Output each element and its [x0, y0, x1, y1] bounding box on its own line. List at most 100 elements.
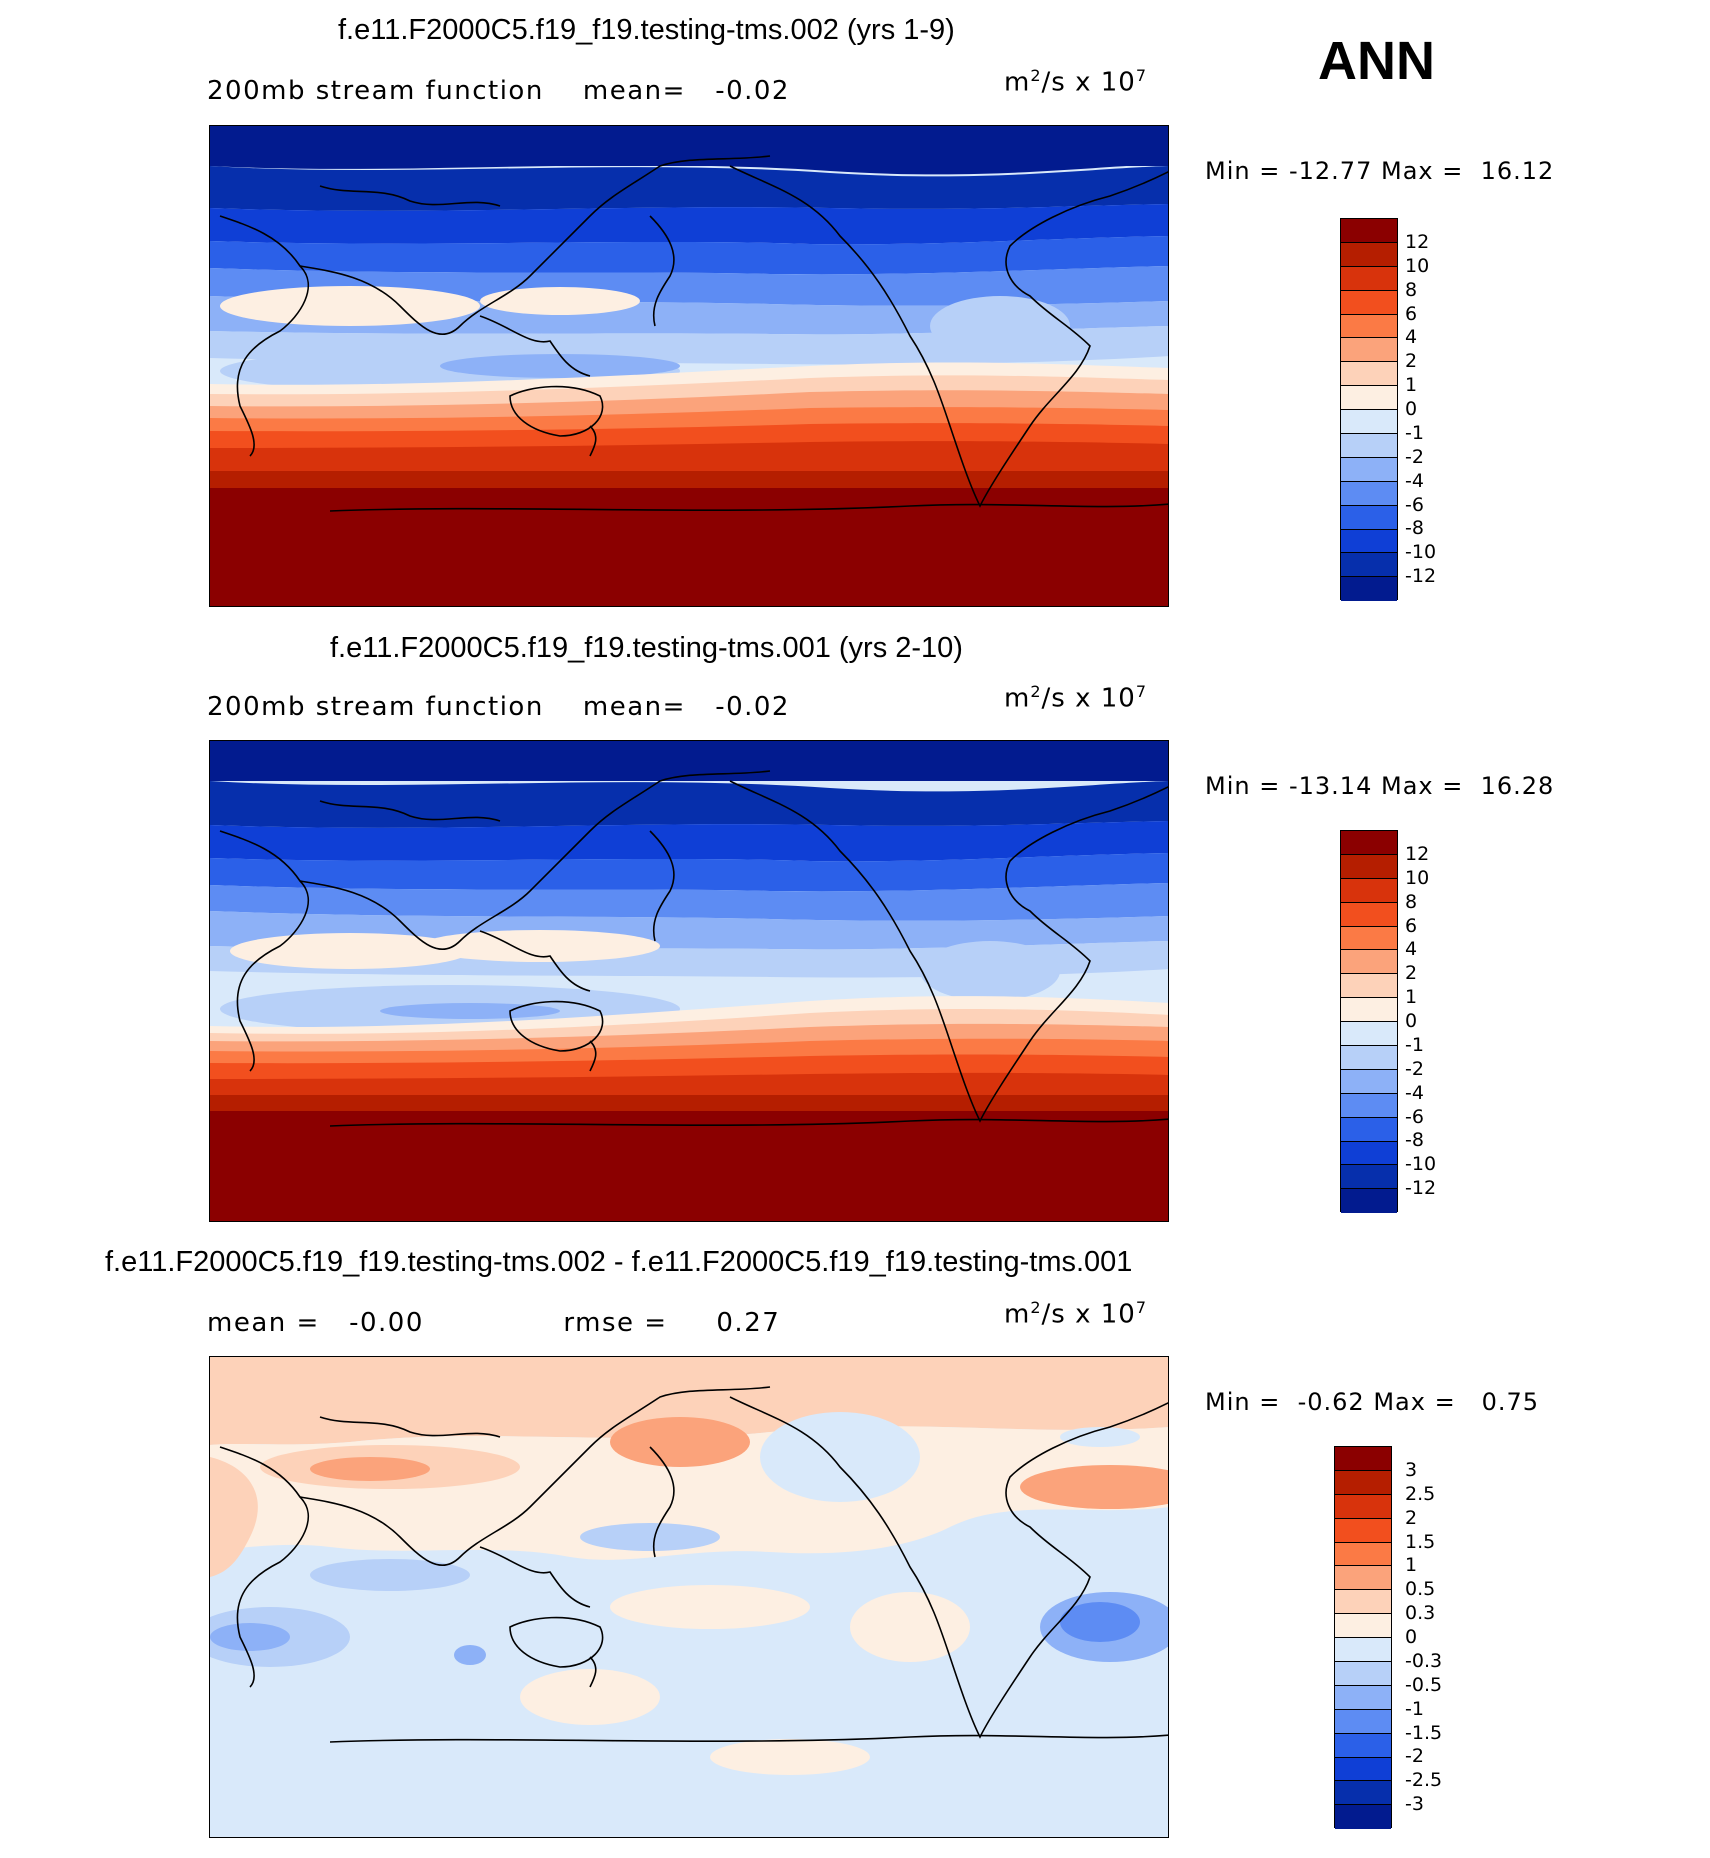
panel-3-mean-label: mean = [207, 1308, 320, 1338]
season-label: ANN [1318, 31, 1435, 91]
colorbar-tick-label: 2 [1405, 962, 1418, 985]
panel-3-title: f.e11.F2000C5.f19_f19.testing-tms.002 - … [105, 1246, 1133, 1278]
colorbar-tick-label: -2.5 [1405, 1769, 1443, 1792]
colorbar-tick-label: 3 [1405, 1458, 1418, 1481]
panel-3-rmse-value: 0.27 [716, 1308, 781, 1338]
colorbar-band [1335, 1494, 1391, 1519]
colorbar-band [1341, 457, 1397, 482]
colorbar-band [1341, 266, 1397, 291]
colorbar-band [1335, 1470, 1391, 1495]
colorbar-tick-label: 10 [1405, 866, 1430, 889]
colorbar-tick-label: -2 [1405, 1057, 1424, 1080]
panel-2-map [209, 740, 1169, 1222]
colorbar-tick-label: 0 [1405, 398, 1418, 420]
colorbar-band [1341, 1117, 1397, 1142]
colorbar-band [1341, 1022, 1397, 1047]
colorbar-band [1335, 1614, 1391, 1639]
colorbar-tick-label: -12 [1405, 565, 1437, 588]
panel-2-minmax: Min = -13.14 Max = 16.28 [1205, 772, 1555, 800]
panel-1-max-value: 16.12 [1480, 157, 1555, 185]
colorbar-tick-label: 12 [1405, 842, 1430, 865]
panel-1-mean-label: mean= [582, 76, 686, 106]
colorbar-band [1341, 1141, 1397, 1166]
colorbar-band [1341, 362, 1397, 387]
colorbar-tick-label: -6 [1405, 1105, 1424, 1128]
panel-1-colorbar [1340, 218, 1398, 602]
panel-3-colorbar [1334, 1446, 1392, 1830]
panel-3-map [209, 1356, 1169, 1838]
panel-3-rmse-label: rmse = [563, 1308, 668, 1338]
colorbar-band [1335, 1662, 1391, 1686]
colorbar-tick-label: 1 [1405, 986, 1418, 1009]
panel-1-min-value: -12.77 [1288, 157, 1373, 185]
panel-3-contours [210, 1357, 1168, 1837]
colorbar-band [1341, 854, 1397, 879]
panel-3-mean-value: -0.00 [349, 1308, 424, 1338]
colorbar-tick-label: -0.5 [1405, 1673, 1443, 1696]
colorbar-band [1335, 1805, 1391, 1830]
panel-2-subtitle: 200mb stream function mean= -0.02 [207, 692, 790, 722]
colorbar-band [1341, 878, 1397, 903]
colorbar-tick-label: -0.3 [1405, 1649, 1443, 1672]
colorbar-band [1341, 1069, 1397, 1094]
colorbar-band [1341, 290, 1397, 315]
panel-2-mean-label: mean= [582, 692, 686, 722]
panel-1-mean-value: -0.02 [715, 76, 790, 106]
colorbar-tick-label: 0 [1405, 1626, 1418, 1648]
colorbar-tick-label: -2 [1405, 1745, 1424, 1768]
colorbar-band [1335, 1447, 1391, 1471]
panel-2-mean-value: -0.02 [715, 692, 790, 722]
panel-3-subtitle: mean = -0.00 rmse = 0.27 [207, 1308, 780, 1338]
colorbar-band [1341, 902, 1397, 927]
colorbar-tick-label: -2 [1405, 445, 1424, 468]
panel-3-units: m2/s x 107 [1004, 1298, 1148, 1330]
colorbar-band [1341, 505, 1397, 530]
panel-2-title: f.e11.F2000C5.f19_f19.testing-tms.001 (y… [330, 632, 963, 664]
colorbar-band [1341, 1165, 1397, 1190]
colorbar-band [1335, 1757, 1391, 1782]
colorbar-tick-label: -1.5 [1405, 1721, 1443, 1744]
colorbar-tick-label: -3 [1405, 1793, 1424, 1816]
colorbar-band [1341, 386, 1397, 411]
panel-2-max-value: 16.28 [1480, 772, 1555, 800]
panel-2-variable: 200mb stream function [207, 692, 544, 722]
colorbar-band [1335, 1566, 1391, 1591]
colorbar-band [1341, 481, 1397, 506]
colorbar-tick-label: 1.5 [1405, 1530, 1436, 1553]
colorbar-tick-label: 8 [1405, 890, 1418, 913]
colorbar-tick-label: -1 [1405, 1033, 1424, 1056]
colorbar-band [1341, 1189, 1397, 1214]
colorbar-band [1341, 998, 1397, 1023]
colorbar-band [1341, 314, 1397, 339]
colorbar-band [1335, 1733, 1391, 1758]
colorbar-tick-label: -10 [1405, 1153, 1437, 1176]
panel-1-title: f.e11.F2000C5.f19_f19.testing-tms.002 (y… [338, 14, 955, 46]
colorbar-band [1341, 434, 1397, 458]
panel-1-units: m2/s x 107 [1004, 66, 1148, 98]
colorbar-tick-label: 1 [1405, 1554, 1418, 1577]
colorbar-band [1335, 1518, 1391, 1543]
colorbar-tick-label: -4 [1405, 1081, 1424, 1104]
colorbar-tick-label: 4 [1405, 326, 1418, 349]
colorbar-tick-label: 0 [1405, 1010, 1418, 1032]
colorbar-tick-label: 0.5 [1405, 1578, 1436, 1601]
colorbar-tick-label: 2.5 [1405, 1482, 1436, 1505]
colorbar-band [1341, 926, 1397, 951]
panel-3-min-value: -0.62 [1297, 1388, 1365, 1416]
panel-1-contours [210, 126, 1168, 606]
colorbar-tick-label: -1 [1405, 421, 1424, 444]
colorbar-tick-label: 2 [1405, 350, 1418, 373]
colorbar-tick-label: -10 [1405, 541, 1437, 564]
colorbar-tick-label: -8 [1405, 1129, 1424, 1152]
panel-1-subtitle: 200mb stream function mean= -0.02 [207, 76, 790, 106]
colorbar-tick-label: -12 [1405, 1177, 1437, 1200]
colorbar-band [1341, 529, 1397, 554]
colorbar-tick-label: -8 [1405, 517, 1424, 540]
colorbar-band [1341, 831, 1397, 855]
colorbar-band [1335, 1638, 1391, 1663]
colorbar-tick-label: 0.3 [1405, 1602, 1436, 1625]
panel-2-units: m2/s x 107 [1004, 682, 1148, 714]
colorbar-band [1341, 410, 1397, 435]
colorbar-tick-label: 12 [1405, 230, 1430, 253]
colorbar-band [1335, 1709, 1391, 1734]
